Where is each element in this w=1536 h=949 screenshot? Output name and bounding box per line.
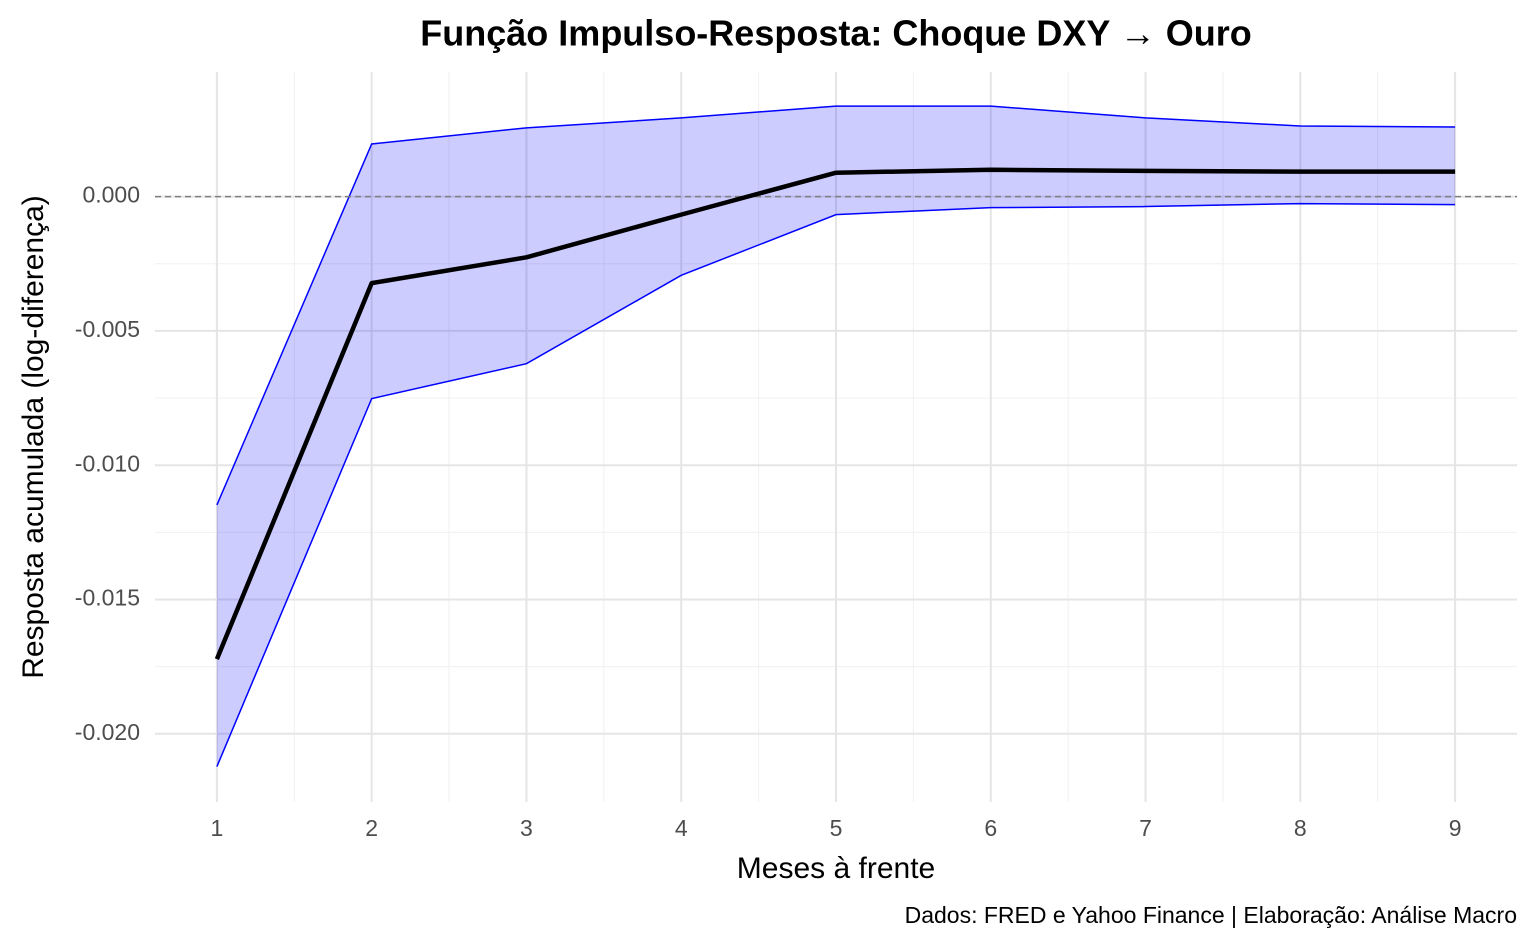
x-tick-label: 9 [1449, 815, 1462, 841]
caption: Dados: FRED e Yahoo Finance | Elaboração… [905, 902, 1517, 928]
x-tick-label: 4 [675, 815, 688, 841]
x-tick-label: 1 [211, 815, 224, 841]
y-tick-label: -0.015 [75, 585, 140, 611]
y-tick-label: -0.005 [75, 316, 140, 342]
chart-title: Função Impulso-Resposta: Choque DXY → Ou… [420, 13, 1251, 54]
x-tick-label: 7 [1139, 815, 1152, 841]
lower-bound [216, 202, 1456, 767]
y-tick-label: 0.000 [82, 182, 140, 208]
y-axis-title: Resposta acumulada (log-diferença) [17, 195, 50, 679]
y-tick-label: -0.020 [75, 719, 140, 745]
x-tick-label: 5 [830, 815, 843, 841]
x-tick-label: 3 [520, 815, 533, 841]
x-tick-label: 6 [984, 815, 997, 841]
confidence-band [216, 106, 1456, 767]
upper-bound [216, 105, 1456, 506]
y-tick-label: -0.010 [75, 450, 140, 476]
x-axis-title: Meses à frente [737, 852, 935, 885]
response-line [214, 167, 1456, 660]
x-tick-label: 8 [1294, 815, 1307, 841]
x-tick-label: 2 [365, 815, 378, 841]
